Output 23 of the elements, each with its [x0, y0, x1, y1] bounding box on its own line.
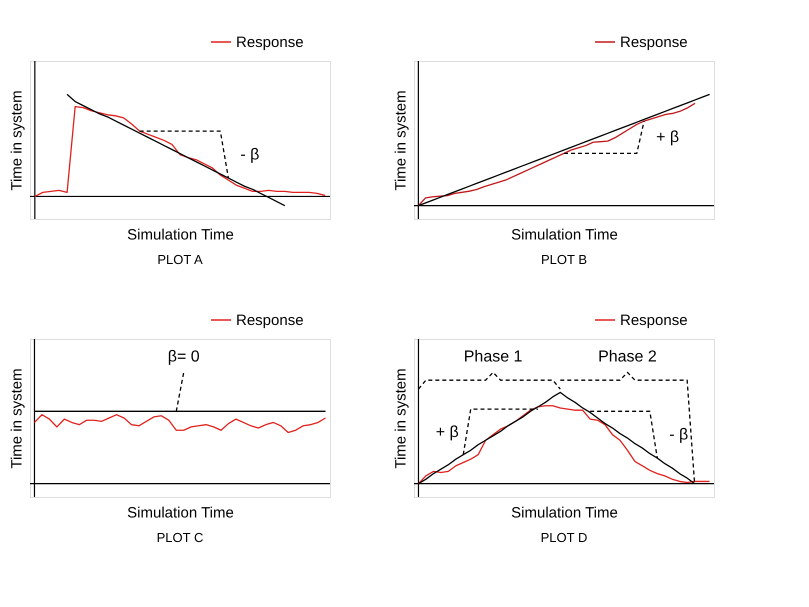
text: Phase 2 — [598, 348, 657, 366]
annotation: + β — [436, 424, 459, 441]
legend-label: Response — [236, 312, 304, 329]
text: Phase 1 — [464, 348, 523, 366]
text: PLOT A — [157, 252, 203, 267]
x-axis-title: Simulation Time — [511, 226, 618, 244]
text: PLOT D — [540, 530, 588, 545]
text: PLOT C — [156, 530, 204, 545]
x-axis-title: Simulation Time — [127, 226, 234, 244]
text: β= 0 — [168, 348, 200, 366]
annotation: - β — [240, 146, 260, 164]
legend-label: Response — [620, 34, 688, 51]
y-axis-title: Time in system — [392, 368, 410, 469]
x-axis-title: Simulation Time — [511, 504, 618, 522]
y-axis-title: Time in system — [8, 368, 26, 469]
text: PLOT B — [540, 252, 588, 267]
y-axis-title: Time in system — [8, 90, 26, 191]
y-axis-title: Time in system — [392, 90, 410, 191]
legend-label: Response — [620, 312, 688, 329]
annotation: - β — [669, 426, 688, 444]
x-axis-title: Simulation Time — [127, 504, 234, 522]
legend-label: Response — [236, 34, 304, 51]
annotation: + β — [656, 129, 680, 146]
